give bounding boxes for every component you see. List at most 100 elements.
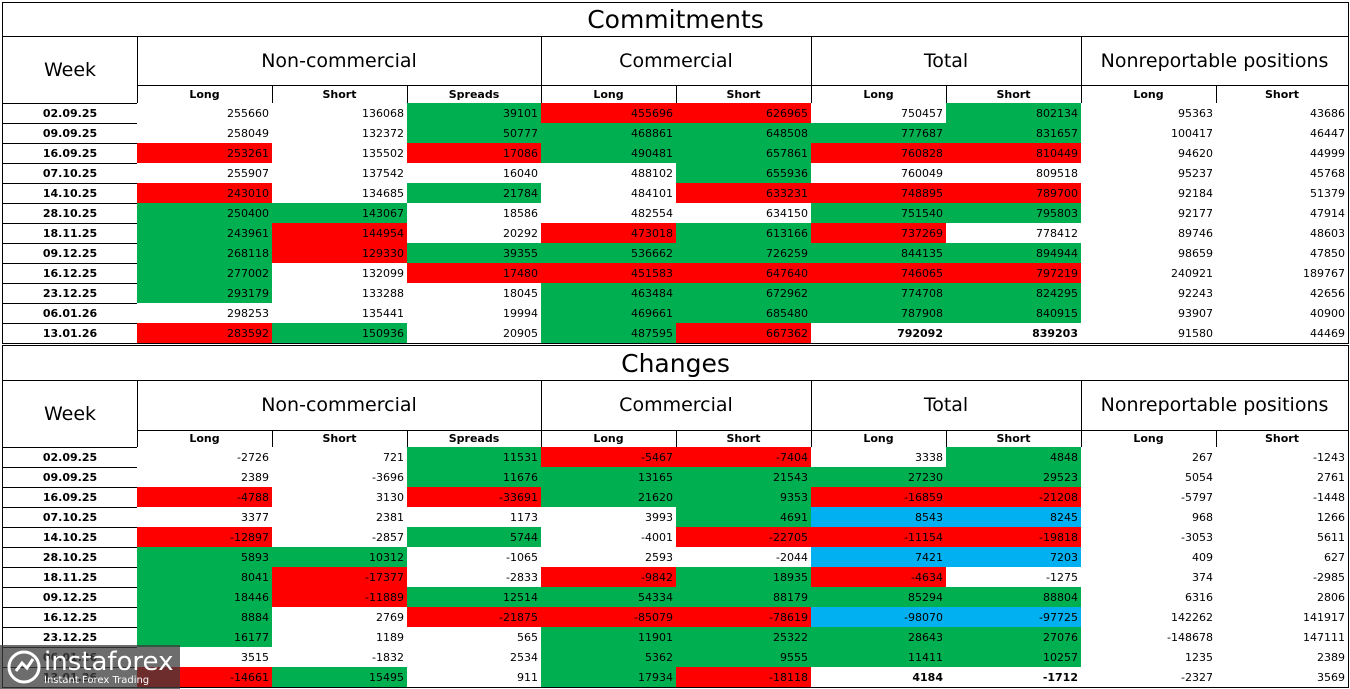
value-cell: -85079 [541, 607, 677, 628]
value-cell: 8884 [137, 607, 273, 628]
value-cell: 89746 [1081, 223, 1217, 244]
value-cell: -4788 [137, 487, 273, 508]
value-cell: 7421 [811, 547, 947, 568]
value-cell: 16040 [407, 163, 542, 184]
value-cell: -5467 [541, 447, 677, 468]
value-cell: 240921 [1081, 263, 1217, 284]
value-cell: 4848 [946, 447, 1082, 468]
value-cell: -18118 [676, 667, 812, 688]
week-header: Week [2, 36, 138, 104]
value-cell: 94620 [1081, 143, 1217, 164]
group-header: Nonreportable positions [1081, 36, 1349, 86]
value-cell: 54334 [541, 587, 677, 608]
value-cell: 3338 [811, 447, 947, 468]
value-cell: 824295 [946, 283, 1082, 304]
value-cell: 2593 [541, 547, 677, 568]
value-cell: 47850 [1216, 243, 1349, 264]
value-cell: 473018 [541, 223, 677, 244]
value-cell: 85294 [811, 587, 947, 608]
week-cell: 13.01.26 [2, 323, 138, 344]
value-cell: 11411 [811, 647, 947, 668]
value-cell: 3377 [137, 507, 273, 528]
value-cell: -3696 [272, 467, 408, 488]
value-cell: 8041 [137, 567, 273, 588]
group-header: Total [811, 36, 1082, 86]
value-cell: 3993 [541, 507, 677, 528]
value-cell: 88179 [676, 587, 812, 608]
value-cell: -1275 [946, 567, 1082, 588]
value-cell: 490481 [541, 143, 677, 164]
value-cell: 5744 [407, 527, 542, 548]
value-cell: 760049 [811, 163, 947, 184]
value-cell: 27230 [811, 467, 947, 488]
value-cell: 633231 [676, 183, 812, 204]
value-cell: 18935 [676, 567, 812, 588]
week-cell: 09.12.25 [2, 243, 138, 264]
value-cell: 258049 [137, 123, 273, 144]
value-cell: 10257 [946, 647, 1082, 668]
value-cell: 1189 [272, 627, 408, 648]
value-cell: 268118 [137, 243, 273, 264]
value-cell: -2833 [407, 567, 542, 588]
week-header: Week [2, 380, 138, 448]
week-cell: 02.09.25 [2, 447, 138, 468]
sub-header: Short [946, 85, 1082, 104]
value-cell: 7203 [946, 547, 1082, 568]
sub-header: Short [1216, 430, 1349, 448]
value-cell: -5797 [1081, 487, 1217, 508]
value-cell: 5611 [1216, 527, 1349, 548]
value-cell: 626965 [676, 103, 812, 124]
sub-header: Long [1081, 85, 1217, 104]
value-cell: -1832 [272, 647, 408, 668]
value-cell: 20292 [407, 223, 542, 244]
value-cell: 488102 [541, 163, 677, 184]
value-cell: 134685 [272, 183, 408, 204]
week-cell: 09.09.25 [2, 467, 138, 488]
value-cell: 751540 [811, 203, 947, 224]
value-cell: 2389 [1216, 647, 1349, 668]
sub-header: Long [811, 85, 947, 104]
value-cell: 92177 [1081, 203, 1217, 224]
value-cell: -2726 [137, 447, 273, 468]
value-cell: 1235 [1081, 647, 1217, 668]
value-cell: -11889 [272, 587, 408, 608]
week-cell: 14.10.25 [2, 183, 138, 204]
sub-header: Long [541, 85, 677, 104]
value-cell: 95363 [1081, 103, 1217, 124]
week-cell: 06.01.26 [2, 303, 138, 324]
value-cell: 18586 [407, 203, 542, 224]
value-cell: 51379 [1216, 183, 1349, 204]
value-cell: 655936 [676, 163, 812, 184]
week-cell: 07.10.25 [2, 163, 138, 184]
value-cell: 250400 [137, 203, 273, 224]
value-cell: 839203 [946, 323, 1082, 344]
value-cell: 672962 [676, 283, 812, 304]
value-cell: 50777 [407, 123, 542, 144]
value-cell: 840915 [946, 303, 1082, 324]
watermark-tagline: Instant Forex Trading [44, 675, 150, 686]
value-cell: 45768 [1216, 163, 1349, 184]
value-cell: 648508 [676, 123, 812, 144]
value-cell: 627 [1216, 547, 1349, 568]
value-cell: 91580 [1081, 323, 1217, 344]
value-cell: -1448 [1216, 487, 1349, 508]
value-cell: 92243 [1081, 283, 1217, 304]
value-cell: 721 [272, 447, 408, 468]
value-cell: 92184 [1081, 183, 1217, 204]
value-cell: 777687 [811, 123, 947, 144]
sub-header: Short [1216, 85, 1349, 104]
week-cell: 07.10.25 [2, 507, 138, 528]
value-cell: 2761 [1216, 467, 1349, 488]
value-cell: 17934 [541, 667, 677, 688]
value-cell: -98070 [811, 607, 947, 628]
value-cell: 3569 [1216, 667, 1349, 688]
value-cell: 809518 [946, 163, 1082, 184]
sub-header: Short [272, 85, 408, 104]
value-cell: 39355 [407, 243, 542, 264]
value-cell: 8543 [811, 507, 947, 528]
value-cell: -21875 [407, 607, 542, 628]
week-cell: 09.09.25 [2, 123, 138, 144]
value-cell: 894944 [946, 243, 1082, 264]
value-cell: 5893 [137, 547, 273, 568]
